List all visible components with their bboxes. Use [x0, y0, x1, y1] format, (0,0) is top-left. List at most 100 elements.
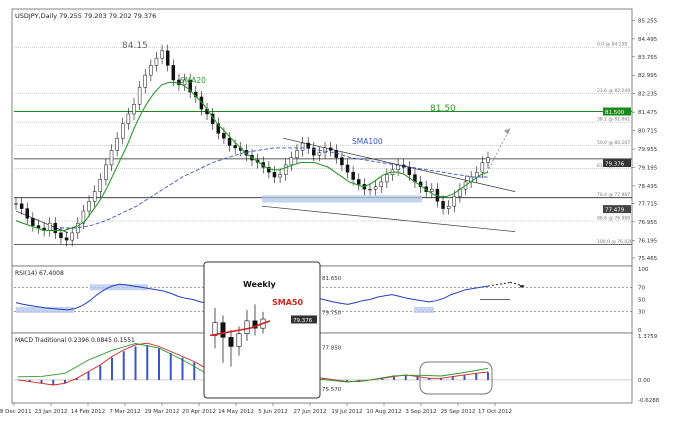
price-candle-body — [368, 188, 372, 191]
price-panel-frame — [11, 8, 633, 267]
x-tick-label: 27 Jun 2012 — [293, 409, 326, 415]
rsi-y-tick-label: 100 — [638, 267, 649, 273]
price-candle-body — [452, 196, 457, 207]
price-candle-body — [323, 147, 327, 154]
price-y-tick-label: 85.255 — [638, 18, 658, 24]
price-y-tick-label: 78.435 — [638, 184, 658, 190]
wedge-lower-trendline — [261, 205, 516, 233]
price-y-tick-label: 83.755 — [638, 55, 658, 61]
macd-y-tick-label: -0.6288 — [638, 398, 660, 404]
macd-y-tick-label: 0.00 — [638, 378, 651, 384]
price-candle-body — [25, 208, 29, 219]
rsi-panel-title: RSI(14) 67.4008 — [15, 270, 64, 277]
high-label: 84.15 — [122, 41, 148, 51]
price-candle-body — [87, 201, 91, 212]
price-candle-body — [227, 137, 232, 146]
price-series-group — [14, 44, 490, 247]
weekly-y-tick-label: 79.750 — [322, 311, 342, 317]
price-candle-body — [357, 179, 361, 185]
x-tick-label: 14 May 2012 — [218, 409, 254, 415]
rsi-projection-line-2 — [509, 281, 526, 287]
price-candle-body — [19, 203, 24, 209]
rsi-y-tick-label: 30 — [638, 310, 645, 316]
x-tick-label: 20 Apr 2012 — [182, 409, 216, 415]
x-tick-label: 28 Dec 2011 — [0, 409, 32, 415]
price-y-tick-label: 76.955 — [638, 220, 658, 226]
weekly-sma50-line — [209, 320, 271, 337]
fib-level-label: 50.0 @ 80.107 — [597, 140, 630, 146]
price-candle-body — [149, 65, 153, 76]
price-candle-body — [295, 150, 299, 158]
sma20-label: SMA20 — [180, 76, 206, 85]
price-candle-body — [59, 232, 63, 238]
rsi-oversold-box-2 — [414, 306, 434, 313]
price-candle-body — [188, 79, 192, 93]
x-tick-label: 10 Aug 2012 — [366, 409, 401, 415]
price-candle-body — [283, 164, 288, 175]
support-zone-box — [262, 195, 422, 203]
x-tick-label: 7 Mar 2012 — [109, 409, 140, 415]
price-candle-body — [154, 57, 159, 66]
weekly-y-tick-label: 75.570 — [322, 387, 342, 393]
price-candle-body — [14, 203, 18, 205]
fib-level-label: 38.2 @ 81.061 — [597, 117, 630, 123]
x-tick-label: 3 Sep 2012 — [405, 409, 436, 415]
macd-panel-title: MACD Traditional 0.2396 0.0845 0.1551 — [15, 337, 135, 344]
price-panel-title: USDJPY,Daily 79.255 79.203 79.202 79.376 — [15, 12, 156, 20]
price-y-tick-label: 75.465 — [638, 256, 658, 262]
price-candle-body — [109, 150, 114, 166]
price-candle-body — [104, 164, 108, 180]
price-candle-body — [441, 201, 445, 209]
x-tick-label: 25 Sep 2012 — [441, 409, 476, 415]
price-candle-body — [486, 157, 490, 163]
price-candle-body — [289, 157, 294, 166]
price-candle-body — [385, 174, 389, 183]
price-candle-body — [64, 237, 69, 241]
weekly-candle-body — [244, 320, 250, 334]
price-candle-body — [98, 179, 103, 192]
price-candle-body — [340, 157, 344, 166]
projection-arrow-line — [486, 128, 511, 173]
weekly-candle-body — [236, 333, 242, 347]
price-candle-body — [300, 142, 305, 151]
fib-level-label: 23.6 @ 82.249 — [597, 88, 630, 94]
weekly-inset-title: Weekly — [243, 280, 276, 289]
x-tick-label: 17 Oct 2012 — [478, 409, 512, 415]
price-y-tick-label: 77.715 — [638, 201, 658, 207]
price-candle-body — [165, 50, 170, 66]
price-candle-body — [143, 74, 147, 88]
early-trendline — [15, 210, 69, 234]
weekly-inset: 81.650 79.750 77.850 75.570 79.376 Weekly SM… — [203, 261, 342, 399]
weekly-candle-body — [228, 337, 234, 347]
price-candle-body — [272, 171, 277, 178]
rsi-y-tick-label: 70 — [638, 285, 645, 291]
price-candle-body — [137, 86, 142, 105]
macd-panel-frame — [11, 332, 633, 404]
price-y-tick-label: 82.995 — [638, 73, 658, 79]
fib-level-label: 88.6 @ 76.989 — [597, 216, 630, 222]
resistance-badge: 81.500 — [605, 110, 625, 116]
price-candle-body — [373, 186, 378, 190]
price-candle-body — [328, 147, 333, 151]
price-candle-body — [446, 205, 451, 209]
price-axis: 85.255 84.495 83.755 82.995 82.235 81.475 80.7… — [603, 18, 658, 262]
price-candle-body — [345, 164, 350, 173]
fib-level-label: 0.0 @ 84.150 — [597, 42, 627, 48]
price-candle-body — [306, 142, 310, 149]
price-candle-body — [267, 167, 271, 173]
x-tick-label: 23 Jan 2012 — [35, 409, 68, 415]
price-candle-body — [317, 152, 322, 156]
weekly-y-tick-label: 81.650 — [322, 276, 342, 282]
rsi-overbought-box — [90, 284, 148, 291]
price-candle-body — [430, 188, 434, 192]
price-candle-body — [480, 162, 485, 173]
price-y-tick-label: 79.195 — [638, 165, 658, 171]
price-candle-body — [76, 222, 80, 234]
macd-y-tick-label: 1.3759 — [638, 334, 658, 340]
fib-level-label: 76.4 @ 77.967 — [597, 192, 630, 198]
resistance-badge-bg — [603, 107, 631, 116]
price-candle-body — [177, 79, 181, 86]
support-badge: 77.479 — [605, 208, 625, 214]
x-tick-label: 5 Jun 2012 — [258, 409, 288, 415]
